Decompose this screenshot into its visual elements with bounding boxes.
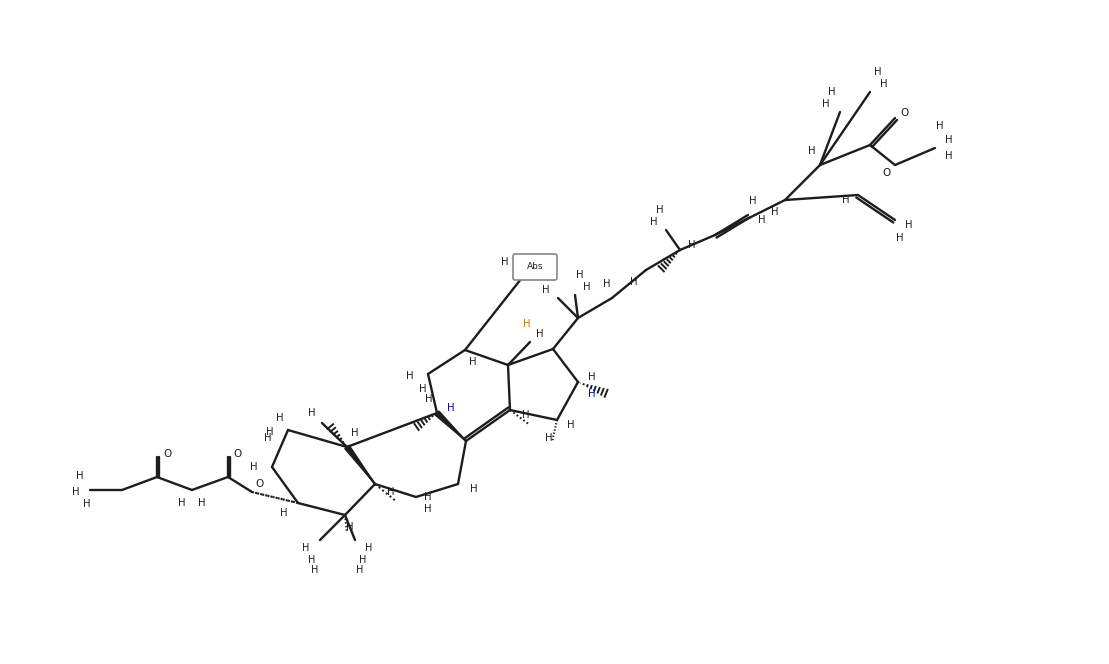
Text: O: O [901,108,909,118]
FancyBboxPatch shape [513,254,557,280]
Text: H: H [425,394,433,404]
Text: H: H [308,555,316,565]
Text: H: H [406,371,414,381]
Text: H: H [365,543,373,553]
Text: H: H [945,151,953,161]
Text: H: H [425,504,431,514]
Text: H: H [945,135,953,145]
Text: H: H [501,257,509,267]
Text: O: O [883,168,892,178]
Text: H: H [356,565,364,575]
Text: H: H [689,240,695,250]
Text: H: H [583,282,591,292]
Text: H: H [630,277,638,287]
Text: H: H [179,498,185,508]
Text: H: H [264,433,272,443]
Text: H: H [308,408,316,418]
Text: H: H [567,420,574,430]
Text: H: H [588,389,596,399]
Polygon shape [435,411,466,441]
Text: H: H [874,67,882,77]
Text: H: H [387,487,395,497]
Text: H: H [603,279,611,289]
Text: H: H [842,195,849,205]
Text: H: H [266,427,274,437]
Text: H: H [808,146,816,156]
Text: H: H [650,217,658,227]
Text: H: H [251,462,257,472]
Text: H: H [77,471,84,481]
Text: H: H [199,498,206,508]
Text: H: H [469,357,477,367]
Text: H: H [547,273,553,283]
Polygon shape [345,446,375,484]
Text: H: H [881,79,887,89]
Text: O: O [163,449,171,459]
Text: H: H [750,196,756,206]
Text: H: H [470,484,478,494]
Text: H: H [537,329,543,339]
Text: H: H [936,121,944,131]
Text: H: H [281,508,287,518]
Text: Abs: Abs [527,262,543,270]
Text: H: H [759,215,765,225]
Text: H: H [312,565,318,575]
Text: H: H [447,403,455,413]
Text: H: H [588,372,596,382]
Text: H: H [822,99,830,109]
Text: H: H [352,428,358,438]
Text: O: O [256,479,264,489]
Text: H: H [419,384,427,394]
Text: H: H [303,543,309,553]
Text: H: H [523,319,531,329]
Text: H: H [346,522,354,532]
Text: H: H [577,270,583,280]
Text: H: H [276,413,284,423]
Text: H: H [896,233,904,243]
Text: H: H [83,499,91,509]
Text: H: H [905,220,913,230]
Text: H: H [546,433,552,443]
Text: O: O [234,449,242,459]
Text: H: H [542,285,550,295]
Text: H: H [522,410,530,420]
Text: H: H [72,487,80,497]
Text: H: H [425,492,431,502]
Text: H: H [828,87,836,97]
Text: H: H [359,555,367,565]
Text: H: H [657,205,664,215]
Text: H: H [771,207,779,217]
